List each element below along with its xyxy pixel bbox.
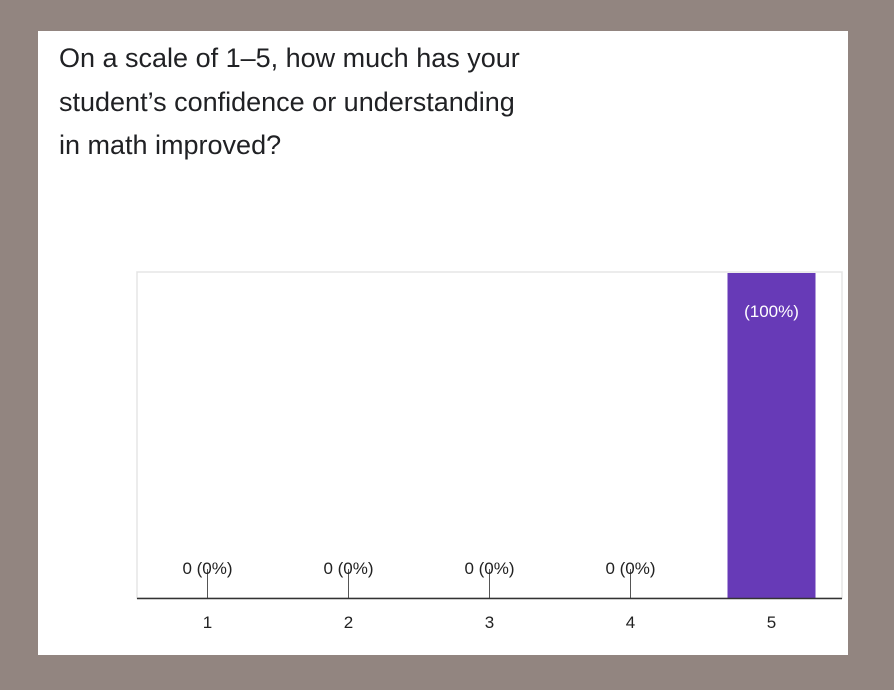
x-tick-label-5: 5	[767, 613, 776, 632]
tick-labels-layer: 1 2 3 4 5	[203, 613, 776, 632]
question-line-2: student’s confidence or understanding	[59, 86, 515, 117]
data-label-3: 0 (0%)	[464, 559, 514, 578]
bar-5	[727, 273, 816, 598]
chart-card: On a scale of 1–5, how much has your stud…	[38, 31, 848, 655]
question-line-3: in math improved?	[59, 130, 282, 160]
data-label-2: 0 (0%)	[323, 559, 373, 578]
x-tick-label-1: 1	[203, 613, 212, 632]
question-line-1: On a scale of 1–5, how much has your	[59, 43, 520, 73]
bar-chart: 1 2 3 4 5 0 (0%) 0 (0%) 0 (0%) 0 (0%) (100%)	[136, 271, 843, 632]
x-tick-label-2: 2	[344, 613, 353, 632]
question-title: On a scale of 1–5, how much has your stud…	[59, 37, 619, 168]
data-label-1: 0 (0%)	[182, 559, 232, 578]
x-tick-label-4: 4	[626, 613, 635, 632]
data-labels-layer: 0 (0%) 0 (0%) 0 (0%) 0 (0%) (100%)	[182, 302, 798, 578]
ticks-layer	[207, 569, 631, 598]
data-label-4: 0 (0%)	[605, 559, 655, 578]
bars-layer	[727, 273, 816, 598]
data-label-5: (100%)	[744, 302, 799, 321]
x-tick-label-3: 3	[485, 613, 494, 632]
